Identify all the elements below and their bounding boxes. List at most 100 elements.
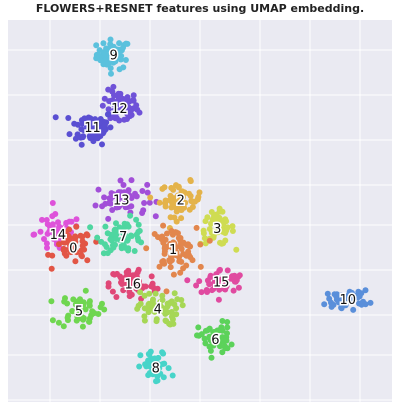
point-cluster-12 bbox=[105, 86, 112, 93]
point-cluster-14 bbox=[49, 213, 56, 220]
point-cluster-15 bbox=[207, 274, 214, 281]
point-cluster-0 bbox=[64, 233, 71, 240]
point-cluster-4 bbox=[146, 290, 153, 297]
cluster-label-16: 16 bbox=[125, 278, 142, 293]
point-cluster-1 bbox=[177, 269, 184, 276]
point-cluster-14 bbox=[68, 218, 75, 225]
point-cluster-14 bbox=[41, 236, 47, 242]
point-cluster-2 bbox=[186, 206, 193, 213]
point-cluster-4 bbox=[141, 292, 148, 299]
point-cluster-14 bbox=[50, 235, 57, 241]
point-cluster-16 bbox=[109, 288, 116, 295]
point-cluster-9 bbox=[107, 65, 114, 72]
point-cluster-5 bbox=[49, 317, 56, 324]
point-cluster-11 bbox=[65, 115, 72, 121]
point-cluster-13 bbox=[92, 202, 99, 209]
point-cluster-3 bbox=[201, 235, 208, 242]
point-cluster-4 bbox=[170, 320, 177, 327]
point-cluster-2 bbox=[168, 184, 175, 191]
point-cluster-12 bbox=[113, 115, 120, 122]
point-cluster-5 bbox=[86, 302, 93, 309]
point-cluster-7 bbox=[133, 216, 140, 223]
point-cluster-8 bbox=[169, 372, 176, 379]
point-cluster-11 bbox=[92, 116, 99, 123]
point-cluster-13 bbox=[139, 188, 146, 194]
point-cluster-15 bbox=[212, 273, 219, 280]
point-cluster-2 bbox=[178, 215, 185, 222]
point-cluster-7 bbox=[131, 248, 138, 254]
point-cluster-2 bbox=[175, 184, 182, 191]
point-cluster-11 bbox=[94, 124, 101, 131]
point-cluster-2 bbox=[147, 194, 154, 201]
point-cluster-2 bbox=[162, 197, 169, 204]
point-cluster-0 bbox=[61, 250, 68, 257]
point-cluster-16 bbox=[113, 294, 120, 300]
chart-title: FLOWERS+RESNET features using UMAP embed… bbox=[35, 2, 365, 15]
point-cluster-15 bbox=[217, 266, 223, 273]
points bbox=[30, 36, 374, 385]
point-cluster-16 bbox=[148, 273, 155, 280]
point-cluster-12 bbox=[128, 112, 135, 118]
point-cluster-15 bbox=[184, 277, 191, 284]
point-cluster-10 bbox=[326, 295, 333, 302]
point-cluster-13 bbox=[101, 194, 108, 201]
point-cluster-13 bbox=[128, 177, 135, 184]
point-cluster-5 bbox=[69, 308, 76, 314]
point-cluster-4 bbox=[145, 309, 152, 316]
point-cluster-1 bbox=[143, 245, 150, 252]
point-cluster-1 bbox=[187, 254, 194, 261]
point-cluster-13 bbox=[115, 194, 122, 201]
point-cluster-9 bbox=[108, 70, 114, 77]
point-cluster-4 bbox=[137, 289, 144, 296]
point-cluster-2 bbox=[187, 178, 194, 185]
point-cluster-5 bbox=[60, 323, 67, 330]
cluster-labels: 9 12 11 13 2 3 140 7 1 16 15 5 4 6 8 10 bbox=[48, 47, 357, 378]
point-cluster-0 bbox=[72, 258, 79, 265]
point-cluster-3 bbox=[202, 218, 209, 225]
point-cluster-4 bbox=[171, 290, 178, 297]
point-cluster-11 bbox=[87, 135, 94, 141]
point-cluster-5 bbox=[86, 298, 93, 305]
point-cluster-0 bbox=[79, 242, 86, 249]
point-cluster-5 bbox=[55, 319, 62, 326]
point-cluster-13 bbox=[120, 182, 127, 188]
point-cluster-12 bbox=[130, 92, 137, 99]
point-cluster-13 bbox=[115, 189, 122, 196]
grid bbox=[8, 20, 392, 402]
point-cluster-10 bbox=[350, 306, 357, 313]
cluster-label-15: 15 bbox=[213, 276, 230, 291]
point-cluster-15 bbox=[206, 281, 213, 288]
point-cluster-1 bbox=[180, 251, 187, 257]
point-cluster-15 bbox=[229, 273, 236, 280]
point-cluster-5 bbox=[86, 315, 93, 322]
point-cluster-14 bbox=[39, 216, 45, 223]
point-cluster-13 bbox=[144, 181, 151, 188]
point-cluster-10 bbox=[346, 288, 353, 295]
point-cluster-7 bbox=[125, 247, 132, 254]
point-cluster-6 bbox=[220, 337, 227, 344]
point-cluster-9 bbox=[103, 51, 110, 58]
point-cluster-11 bbox=[99, 141, 105, 148]
point-cluster-14 bbox=[49, 200, 56, 206]
point-cluster-12 bbox=[134, 106, 141, 113]
point-cluster-12 bbox=[130, 96, 137, 103]
point-cluster-16 bbox=[111, 271, 118, 278]
point-cluster-15 bbox=[196, 278, 203, 285]
point-cluster-0 bbox=[84, 257, 91, 264]
point-cluster-12 bbox=[110, 107, 117, 114]
point-cluster-1 bbox=[164, 230, 170, 237]
point-cluster-8 bbox=[154, 373, 161, 380]
point-cluster-14 bbox=[44, 244, 50, 251]
point-cluster-1 bbox=[170, 271, 177, 278]
point-cluster-11 bbox=[71, 120, 78, 127]
point-cluster-6 bbox=[194, 332, 200, 339]
point-cluster-0 bbox=[61, 239, 68, 246]
point-cluster-2 bbox=[176, 195, 183, 202]
point-cluster-13 bbox=[115, 204, 122, 211]
point-cluster-8 bbox=[148, 358, 155, 365]
point-cluster-3 bbox=[229, 223, 236, 230]
point-cluster-16 bbox=[136, 278, 142, 285]
point-cluster-8 bbox=[146, 351, 153, 358]
point-cluster-11 bbox=[52, 114, 59, 121]
point-cluster-6 bbox=[208, 354, 215, 361]
